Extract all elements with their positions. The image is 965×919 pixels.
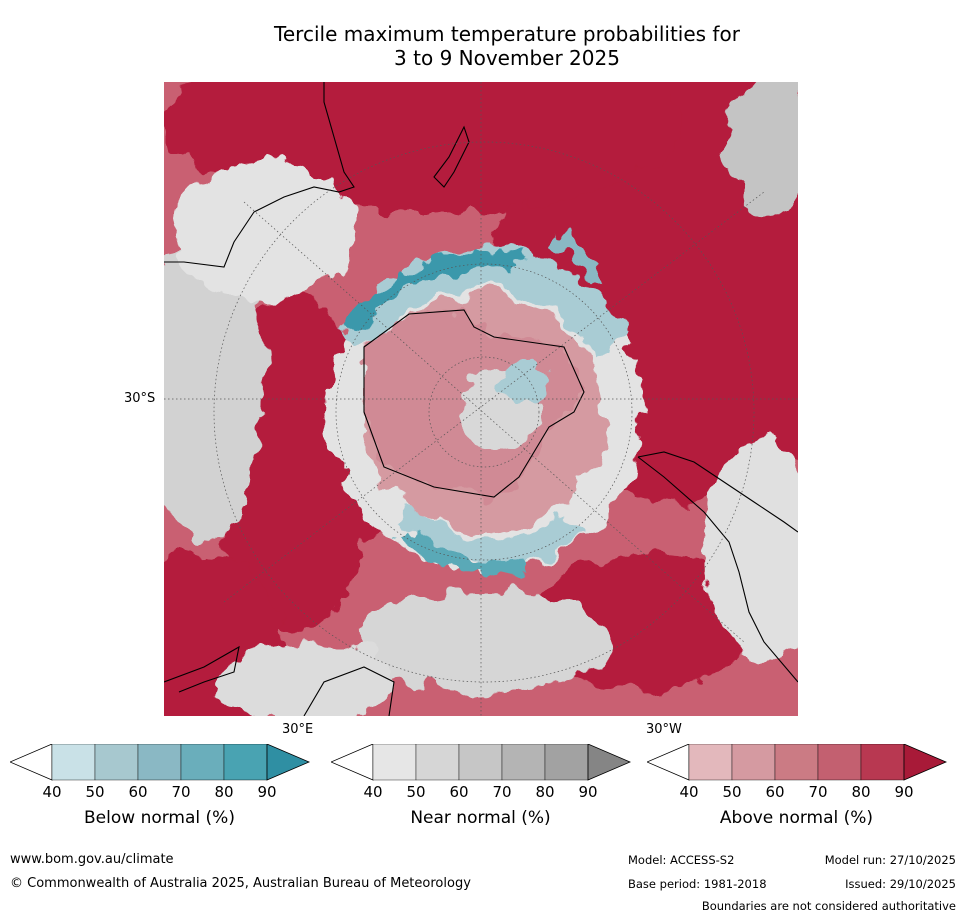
colorbar-swatch — [731, 743, 776, 781]
footer-model: Model: ACCESS-S2 — [628, 853, 735, 867]
colorbar-tick-label: 60 — [765, 783, 785, 801]
colorbar-swatch — [180, 743, 225, 781]
colorbar-swatch — [223, 743, 268, 781]
colorbar-below-normal — [8, 743, 311, 786]
colorbar-tick-label: 80 — [535, 783, 555, 801]
colorbar-tick-label: 80 — [214, 783, 234, 801]
colorbar-tick-label: 70 — [808, 783, 828, 801]
colorbar-label-above-normal: Above normal (%) — [719, 808, 874, 828]
colorbar-swatch — [372, 743, 417, 781]
colorbar-above-normal — [645, 743, 948, 786]
colorbar-swatch — [51, 743, 96, 781]
colorbar-tick-label: 90 — [578, 783, 598, 801]
colorbar-tick-label: 40 — [42, 783, 62, 801]
title-line-2: 3 to 9 November 2025 — [394, 46, 620, 70]
colorbar-tick-label: 50 — [722, 783, 742, 801]
new-zealand-coastline — [433, 125, 470, 188]
lon-label-30w: 30°W — [646, 722, 682, 737]
colorbar-swatch — [415, 743, 460, 781]
australia-coastline — [164, 82, 355, 268]
colorbar-swatch — [774, 743, 819, 781]
colorbar-tick-label: 50 — [406, 783, 426, 801]
colorbar-under-arrow — [329, 743, 374, 781]
colorbar-swatch — [817, 743, 862, 781]
africa-coastline — [164, 645, 395, 716]
colorbar-tick-label: 40 — [363, 783, 383, 801]
probability-map — [164, 82, 798, 716]
chart-title: Tercile maximum temperature probabilitie… — [164, 22, 850, 70]
colorbar-label-near-normal: Near normal (%) — [410, 808, 551, 828]
colorbar-swatch — [458, 743, 503, 781]
footer-issued: Issued: 29/10/2025 — [845, 877, 956, 891]
map-canvas — [164, 82, 798, 716]
colorbar-swatch — [688, 743, 733, 781]
footer-disclaimer: Boundaries are not considered authoritat… — [701, 899, 956, 913]
colorbar-tick-label: 70 — [171, 783, 191, 801]
colorbar-over-arrow — [587, 743, 632, 781]
colorbar-tick-label: 50 — [85, 783, 105, 801]
antarctica-coastline — [363, 309, 585, 498]
colorbar-swatch — [544, 743, 589, 781]
footer-base-period: Base period: 1981-2018 — [628, 877, 767, 891]
colorbar-swatch — [501, 743, 546, 781]
colorbar-swatch — [137, 743, 182, 781]
footer-model-run: Model run: 27/10/2025 — [824, 853, 956, 867]
lon-label-30e: 30°E — [282, 722, 314, 737]
colorbar-tick-label: 90 — [257, 783, 277, 801]
colorbar-swatch — [94, 743, 139, 781]
footer-copyright: © Commonwealth of Australia 2025, Austra… — [10, 876, 471, 891]
colorbar-tick-label: 70 — [492, 783, 512, 801]
south-america-coastline — [637, 451, 798, 683]
colorbar-near-normal — [329, 743, 632, 786]
colorbar-under-arrow — [645, 743, 690, 781]
footer-url: www.bom.gov.au/climate — [10, 852, 174, 867]
title-line-1: Tercile maximum temperature probabilitie… — [274, 22, 740, 46]
colorbar-tick-label: 90 — [894, 783, 914, 801]
graticule — [164, 82, 798, 716]
colorbar-tick-label: 80 — [851, 783, 871, 801]
colorbar-under-arrow — [8, 743, 53, 781]
colorbar-over-arrow — [266, 743, 311, 781]
colorbar-over-arrow — [903, 743, 948, 781]
lat-label-30s: 30°S — [124, 391, 156, 406]
colorbar-swatch — [860, 743, 905, 781]
colorbar-tick-label: 60 — [128, 783, 148, 801]
colorbar-tick-label: 60 — [449, 783, 469, 801]
colorbar-tick-label: 40 — [679, 783, 699, 801]
colorbar-label-below-normal: Below normal (%) — [84, 808, 235, 828]
